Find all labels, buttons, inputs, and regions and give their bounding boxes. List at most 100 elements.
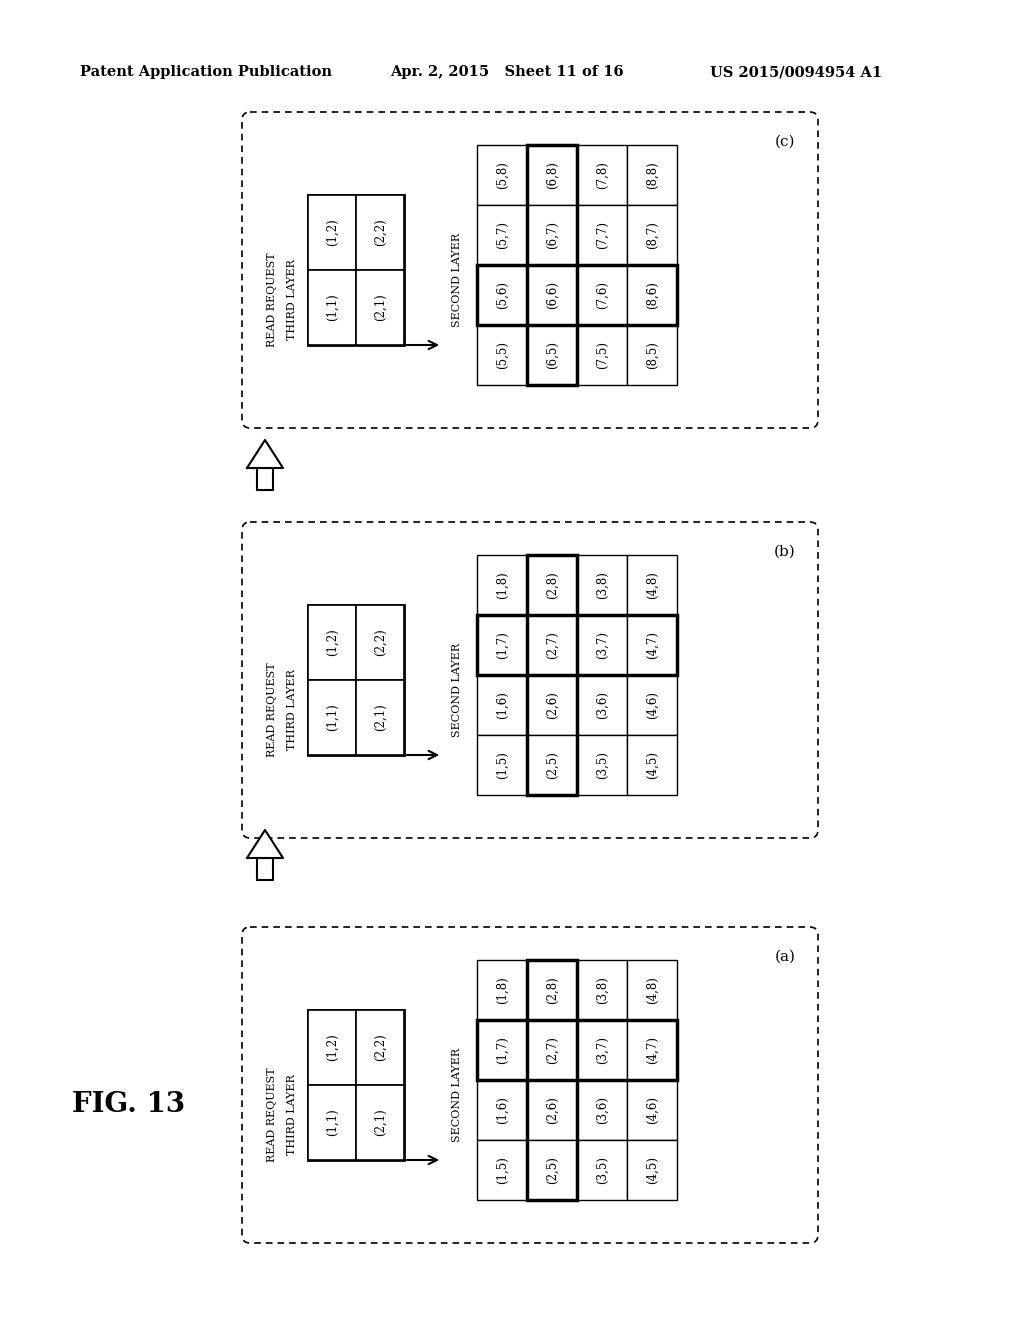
Text: (8,8): (8,8) [645,161,658,189]
Text: (2,7): (2,7) [546,1036,558,1064]
Bar [477,554,527,615]
Text: (3,7): (3,7) [596,631,608,659]
Text: FIG. 13: FIG. 13 [72,1092,185,1118]
Bar [627,145,677,205]
Bar [527,554,577,615]
Bar [627,1020,677,1080]
Text: THIRD LAYER: THIRD LAYER [287,1074,297,1155]
Bar [527,615,577,675]
Text: (c): (c) [775,135,796,149]
Text: (7,7): (7,7) [596,220,608,249]
Text: (2,1): (2,1) [374,704,386,731]
Bar [527,554,577,795]
Bar [627,1140,677,1200]
Text: (8,7): (8,7) [645,220,658,249]
Text: SECOND LAYER: SECOND LAYER [452,643,462,737]
Bar [577,1080,627,1140]
Bar [577,265,627,325]
Bar [527,1080,577,1140]
Bar [577,145,627,205]
Bar [527,735,577,795]
Text: THIRD LAYER: THIRD LAYER [287,260,297,341]
Text: (3,5): (3,5) [596,1156,608,1184]
Text: (5,8): (5,8) [496,161,509,189]
Text: (4,5): (4,5) [645,1156,658,1184]
Bar [577,554,627,615]
Bar [527,265,577,325]
Bar [627,325,677,385]
Text: (4,5): (4,5) [645,751,658,779]
Text: SECOND LAYER: SECOND LAYER [452,1048,462,1142]
Bar [627,960,677,1020]
Text: (3,6): (3,6) [596,1096,608,1125]
Text: (1,5): (1,5) [496,1156,509,1184]
Text: (7,6): (7,6) [596,281,608,309]
Bar [477,1020,677,1080]
Bar [477,675,527,735]
Text: (2,5): (2,5) [546,1156,558,1184]
Bar [527,145,577,205]
Bar [527,1020,577,1080]
Bar [527,960,577,1020]
Text: SECOND LAYER: SECOND LAYER [452,232,462,327]
Text: (1,1): (1,1) [326,704,339,731]
Text: (7,5): (7,5) [596,341,608,370]
Text: (1,2): (1,2) [326,628,339,656]
Bar [577,960,627,1020]
Text: (2,2): (2,2) [374,1034,386,1061]
Text: (8,6): (8,6) [645,281,658,309]
Bar [477,615,677,675]
Text: (1,5): (1,5) [496,751,509,779]
Bar [477,205,527,265]
Text: (2,1): (2,1) [374,1109,386,1137]
Bar [477,1080,527,1140]
Bar [627,615,677,675]
Text: (1,1): (1,1) [326,293,339,321]
Text: (1,7): (1,7) [496,631,509,659]
Bar [627,265,677,325]
Bar [356,1085,404,1160]
Bar [477,615,527,675]
Bar [308,680,356,755]
Text: US 2015/0094954 A1: US 2015/0094954 A1 [710,65,882,79]
Bar [308,605,356,680]
Bar [527,1140,577,1200]
Text: (1,6): (1,6) [496,1096,509,1123]
Text: (3,8): (3,8) [596,572,608,599]
Text: (1,2): (1,2) [326,1034,339,1061]
Bar [308,1010,356,1085]
Bar [308,1010,404,1160]
Bar [356,1010,404,1085]
Bar [577,735,627,795]
Bar [627,675,677,735]
Bar [477,960,527,1020]
Bar [477,145,527,205]
Text: (2,6): (2,6) [546,692,558,719]
Bar [356,605,404,680]
Bar [627,554,677,615]
Bar [627,205,677,265]
Bar [257,858,273,880]
Bar [627,1080,677,1140]
Text: READ REQUEST: READ REQUEST [267,663,278,758]
Text: Apr. 2, 2015   Sheet 11 of 16: Apr. 2, 2015 Sheet 11 of 16 [390,65,624,79]
Text: (4,7): (4,7) [645,631,658,659]
Bar [577,325,627,385]
Bar [356,271,404,345]
Bar [308,195,404,345]
Text: (4,8): (4,8) [645,975,658,1005]
Text: (2,8): (2,8) [546,572,558,599]
Text: (3,5): (3,5) [596,751,608,779]
Text: (2,5): (2,5) [546,751,558,779]
Text: (1,7): (1,7) [496,1036,509,1064]
Text: READ REQUEST: READ REQUEST [267,252,278,347]
Text: (6,5): (6,5) [546,341,558,370]
Text: (1,1): (1,1) [326,1109,339,1137]
Bar [356,195,404,271]
Text: (3,7): (3,7) [596,1036,608,1064]
Bar [577,1020,627,1080]
Bar [627,735,677,795]
Bar [527,675,577,735]
Text: (2,2): (2,2) [374,628,386,656]
Bar [577,1140,627,1200]
